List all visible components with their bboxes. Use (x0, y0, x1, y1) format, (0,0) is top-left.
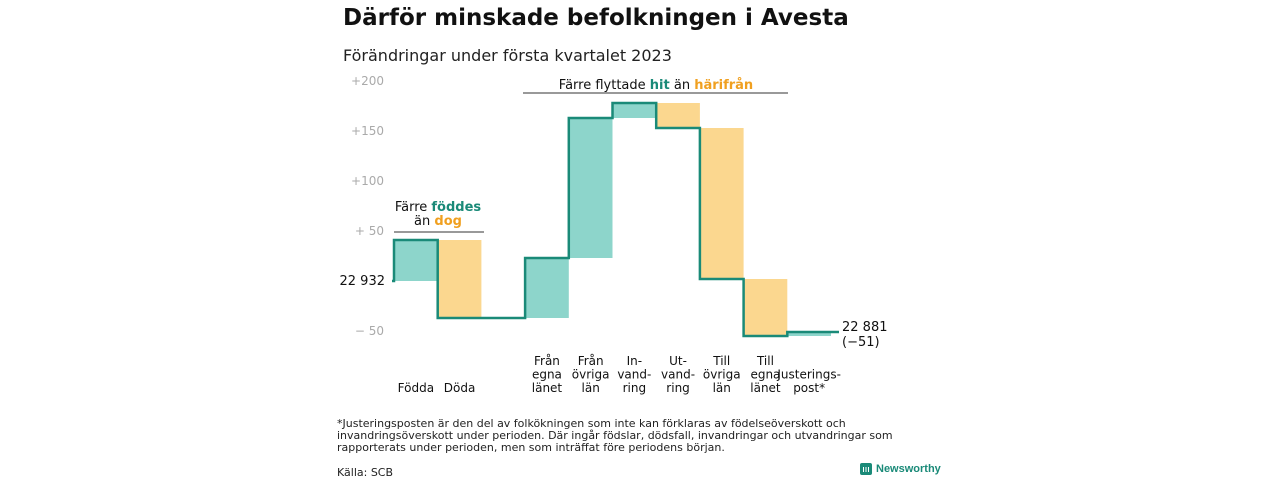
category-label: Ut- (669, 354, 687, 368)
y-tick-label: +200 (351, 74, 384, 88)
brand-name: Newsworthy (876, 463, 941, 475)
category-label: ring (666, 381, 690, 395)
category-label: övriga (572, 368, 610, 382)
chart-title: Därför minskade befolkningen i Avesta (343, 5, 849, 31)
footnote: *Justeringsposten är den del av folkökni… (337, 417, 893, 454)
category-label: ring (623, 381, 647, 395)
waterfall-bar (568, 118, 613, 258)
source-label: Källa: SCB (337, 466, 394, 479)
y-tick-label: +150 (351, 124, 384, 138)
category-label: In- (627, 354, 642, 368)
category-label: vand- (661, 368, 695, 382)
waterfall-bar (787, 332, 831, 336)
category-label: länet (532, 381, 563, 395)
waterfall-chart: +200 +150 +100 + 50 − 50 22 932 22 881(−51) Föd… (340, 74, 888, 395)
category-label: län (713, 381, 731, 395)
waterfall-bar (612, 103, 657, 118)
category-label: Från (534, 354, 560, 368)
category-label: post* (793, 381, 825, 395)
end-change-label: (−51) (842, 335, 880, 350)
category-label: Till (756, 354, 774, 368)
category-label: egna (750, 368, 780, 382)
annotation-births-deaths: än dog (414, 214, 462, 229)
waterfall-bar (437, 240, 482, 318)
waterfall-bar (525, 258, 569, 318)
running-total-line (392, 101, 839, 338)
annotation-births-deaths: Färre föddes (395, 200, 482, 215)
end-value-label: 22 881 (842, 320, 888, 335)
annotation-migration: Färre flyttade hit än härifrån (559, 78, 753, 93)
chart-subtitle: Förändringar under första kvartalet 2023 (343, 46, 672, 65)
brand-logo[interactable]: Newsworthy (860, 463, 941, 475)
newsworthy-logo-icon (860, 463, 872, 475)
category-label: Justerings- (776, 368, 841, 382)
start-value-label: 22 932 (340, 274, 386, 289)
y-tick-label: − 50 (355, 324, 384, 338)
category-label: Till (712, 354, 730, 368)
y-tick-label: + 50 (355, 224, 384, 238)
y-tick-label: +100 (351, 174, 384, 188)
waterfall-bar (656, 103, 700, 128)
waterfall-bar (394, 240, 438, 281)
category-label: länet (750, 381, 781, 395)
category-label: egna (532, 368, 562, 382)
category-label: övriga (703, 368, 741, 382)
category-label: Födda (398, 381, 434, 395)
category-label: vand- (617, 368, 651, 382)
category-label: Från (578, 354, 604, 368)
category-label: län (582, 381, 600, 395)
waterfall-bar (743, 279, 788, 336)
category-label: Döda (444, 381, 476, 395)
waterfall-bar (699, 128, 744, 279)
